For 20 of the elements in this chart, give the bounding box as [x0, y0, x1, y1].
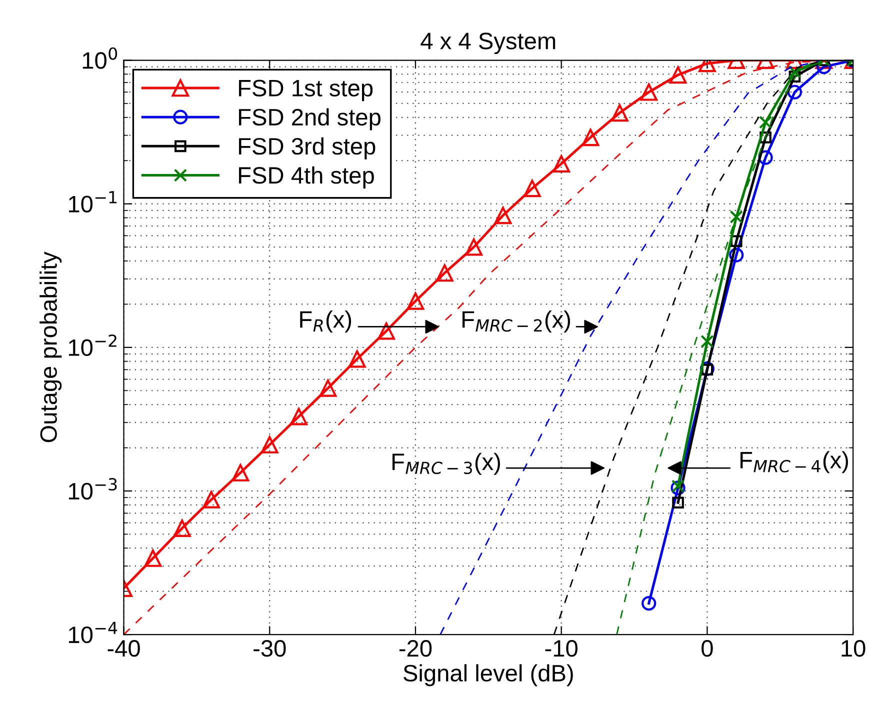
- x-axis-title: Signal level (dB): [404, 664, 573, 686]
- y-tick-label: 10$^{−3}$: [68, 478, 117, 500]
- x-tick-label: 0: [702, 640, 713, 657]
- annotation: F$_{MRC−3}$(x): [392, 452, 500, 475]
- annotation: F$_{R}$(x): [300, 310, 352, 332]
- annotation: F$_{MRC−4}$(x): [740, 451, 848, 474]
- y-axis-title: Outage probability: [40, 252, 62, 442]
- legend-label: FSD 2nd step: [239, 108, 380, 130]
- y-tick-label: 10$^{−2}$: [68, 334, 116, 356]
- x-tick-label: -30: [254, 640, 286, 657]
- legend-label: FSD 1st step: [239, 80, 373, 102]
- y-tick-label: 10$^{−1}$: [68, 191, 117, 212]
- y-tick-label: 10$^{0}$: [82, 47, 118, 69]
- legend-label: FSD 4th step: [239, 166, 374, 188]
- x-tick-label: -20: [399, 640, 432, 657]
- annotation: F$_{MRC−2}$(x): [462, 310, 570, 332]
- x-tick-label: -10: [545, 640, 578, 657]
- x-tick-label: 10: [842, 640, 866, 657]
- legend-label: FSD 3rd step: [239, 137, 376, 160]
- chart-title: 4 x 4 System: [420, 32, 556, 54]
